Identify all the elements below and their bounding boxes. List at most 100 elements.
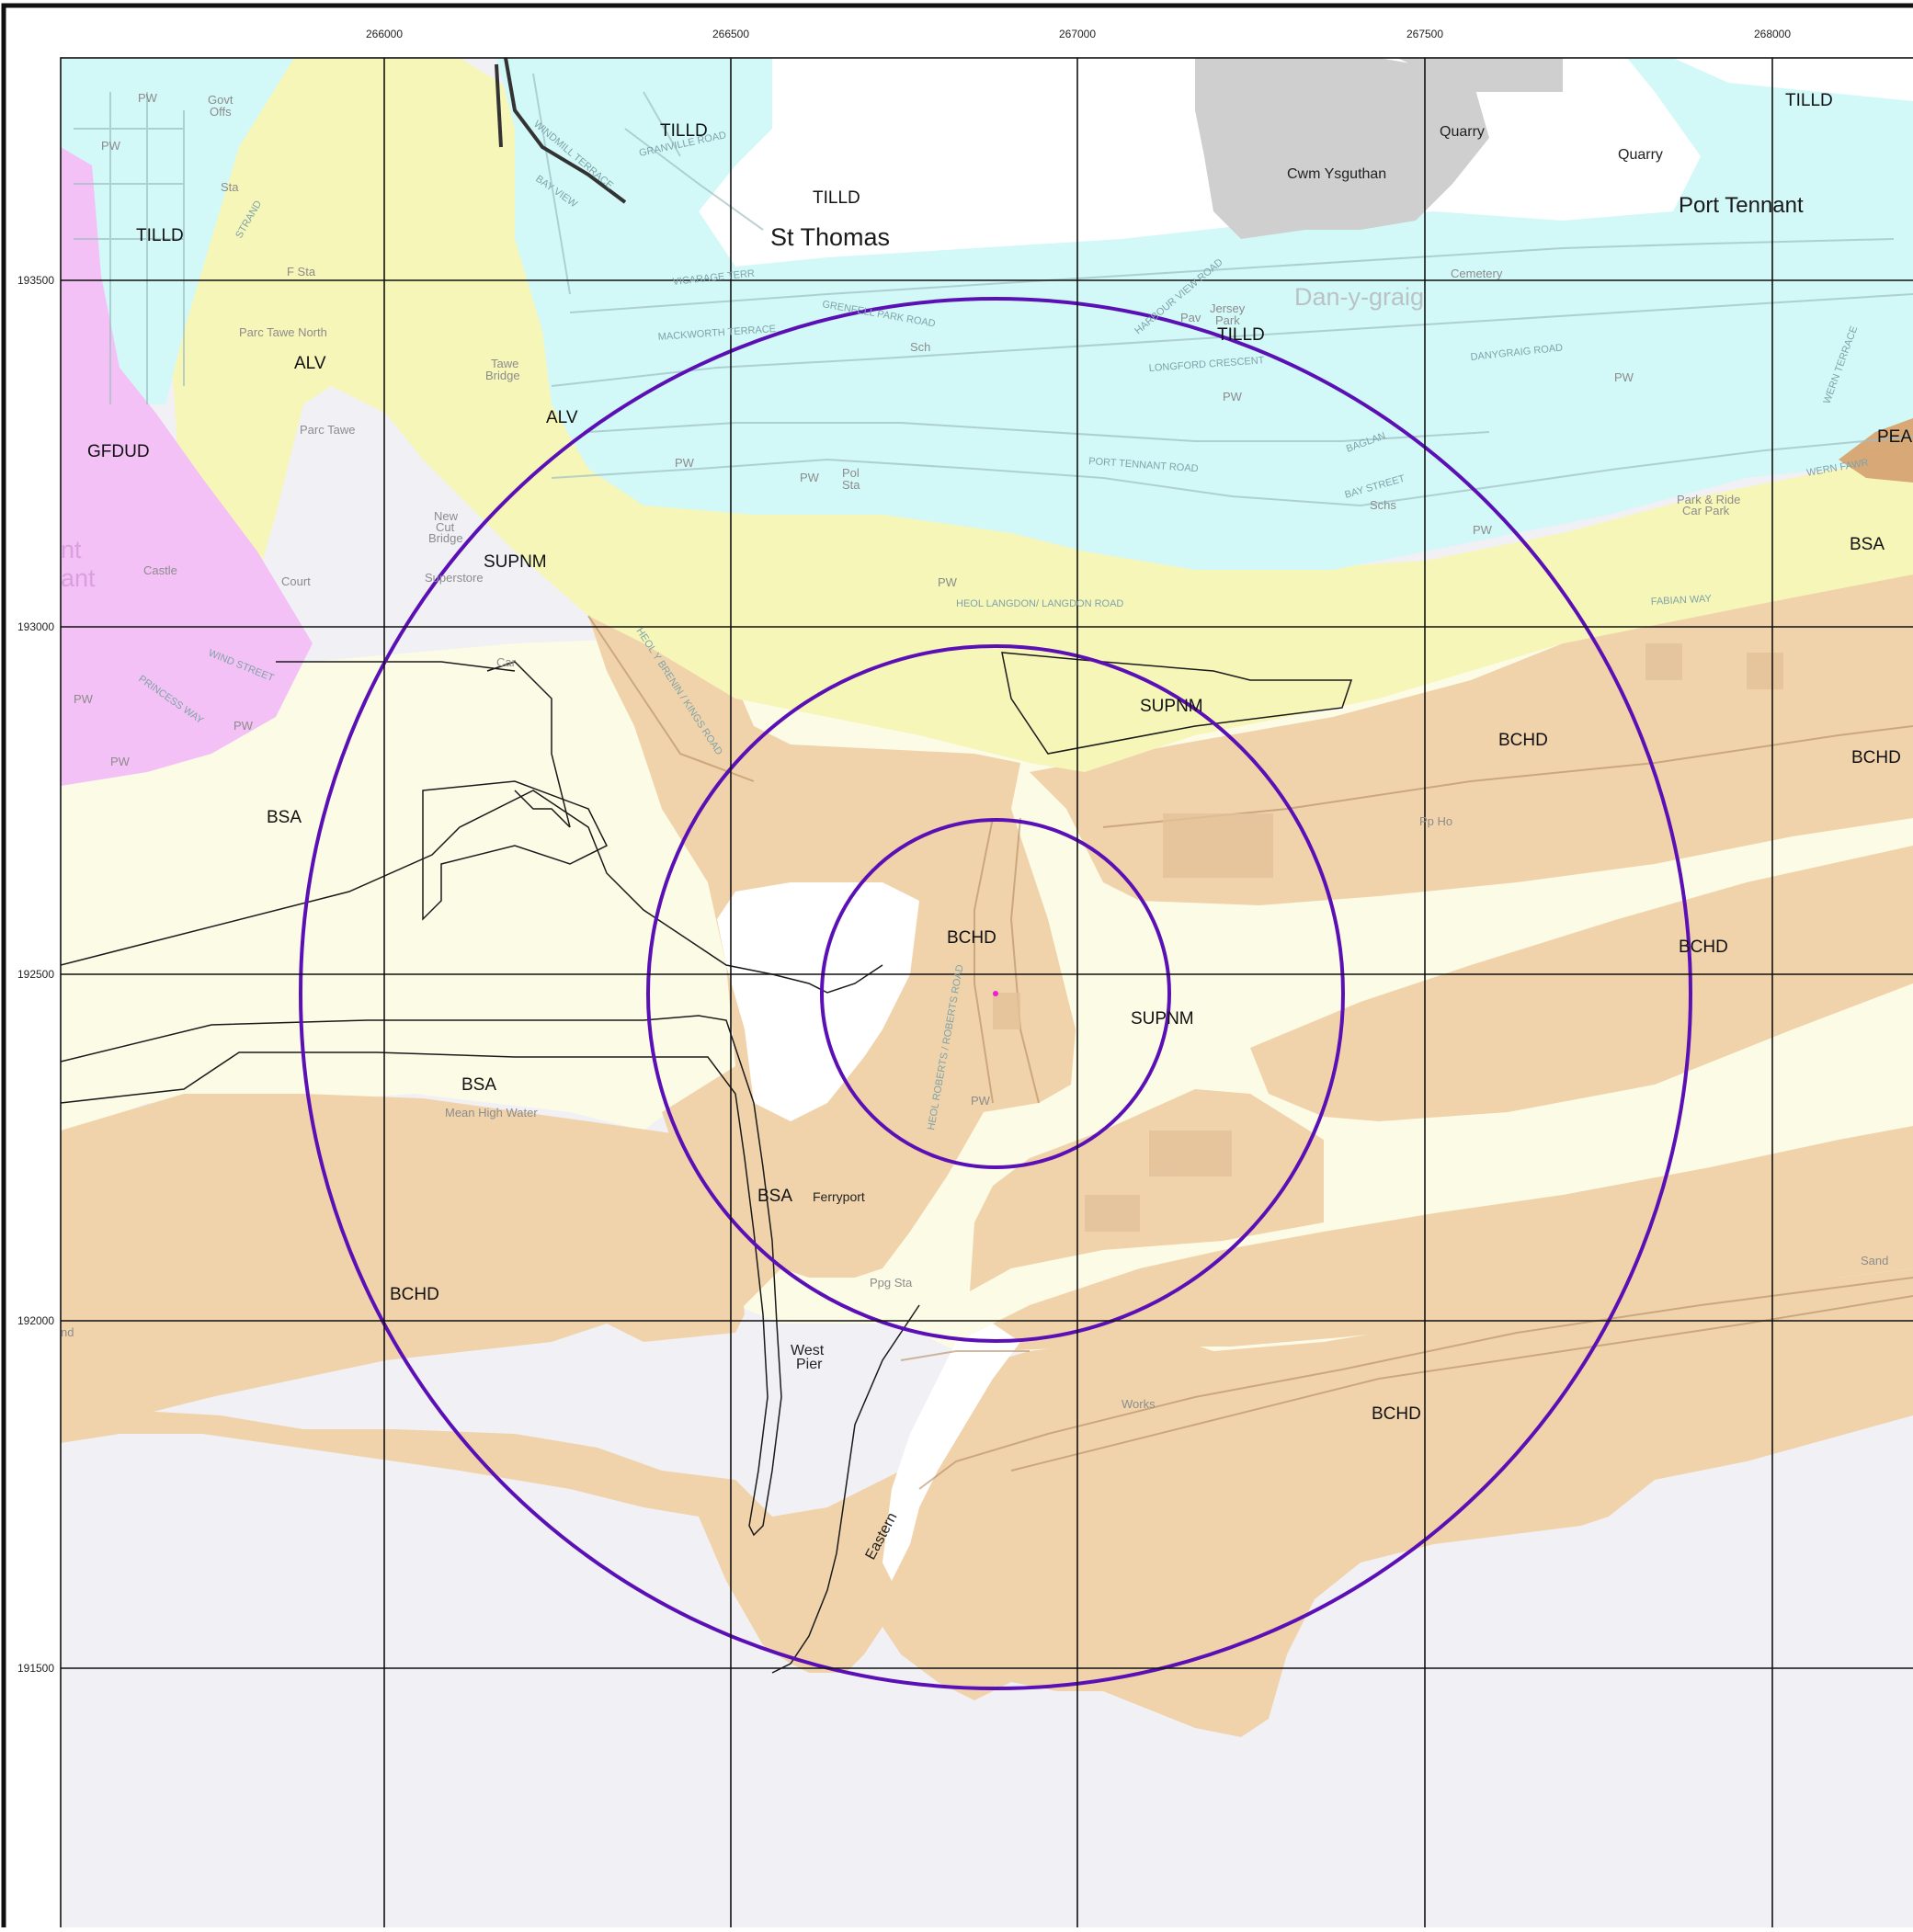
label-court: Court bbox=[281, 574, 311, 588]
geology-label-gfdud: GFDUD bbox=[87, 442, 150, 461]
label-pw: PW bbox=[233, 719, 254, 733]
place-names: St Thomas Port Tennant Cwm Ysguthan Quar… bbox=[61, 124, 1804, 1563]
geology-label-bsa: BSA bbox=[461, 1075, 496, 1095]
label-superstore: Superstore bbox=[425, 571, 484, 585]
place-st-thomas: St Thomas bbox=[770, 223, 890, 251]
geology-label-bchd: BCHD bbox=[1679, 938, 1728, 957]
label-pw: PW bbox=[110, 755, 131, 768]
buffer-ring-inner[interactable] bbox=[820, 818, 1171, 1169]
easting-tick: 267000 bbox=[1059, 28, 1096, 40]
label-pw: PW bbox=[800, 471, 820, 484]
label-tawe-bridge: Bridge bbox=[485, 369, 520, 382]
label-pw: PW bbox=[1614, 370, 1634, 384]
label-tawe-bridge: Tawe bbox=[491, 357, 518, 370]
label-sand: Sand bbox=[1861, 1254, 1888, 1267]
quarry-area-2 bbox=[1397, 58, 1563, 92]
label-new-cut-bridge: Bridge bbox=[428, 531, 463, 545]
bchd-south-tail bbox=[61, 1268, 1913, 1737]
label-pw: PW bbox=[101, 139, 121, 153]
geology-label-alv: ALV bbox=[294, 354, 326, 373]
geology-label-bchd: BCHD bbox=[947, 928, 996, 948]
place-west-pier: Pier bbox=[796, 1357, 823, 1372]
bchd-east-arm-2 bbox=[1250, 846, 1913, 1121]
dock-basin bbox=[717, 882, 919, 1121]
map-body bbox=[61, 58, 1913, 1927]
label-parc-tawe-north: Parc Tawe North bbox=[239, 325, 327, 339]
geology-label-tilld: TILLD bbox=[660, 121, 708, 141]
northing-tick: 193500 bbox=[17, 274, 54, 287]
place-quarry: Quarry bbox=[1618, 147, 1663, 163]
geology-label-tilld: TILLD bbox=[1785, 91, 1833, 110]
geology-label-tilld: TILLD bbox=[813, 188, 860, 208]
label-pw: PW bbox=[1223, 390, 1243, 403]
label-pw: PW bbox=[1473, 523, 1493, 537]
northing-tick: 191500 bbox=[17, 1662, 54, 1675]
label-sta: Sta bbox=[221, 180, 239, 194]
building-blocks bbox=[993, 643, 1783, 1232]
label-f-sta: F Sta bbox=[287, 265, 316, 278]
centre-point[interactable] bbox=[993, 991, 998, 996]
northing-tick: 193000 bbox=[17, 620, 54, 633]
bchd-dock-jetty bbox=[970, 1089, 1324, 1291]
geology-label-bsa: BSA bbox=[757, 1187, 792, 1206]
buffer-ring-outer[interactable] bbox=[299, 297, 1692, 1690]
geology-label-bsa: BSA bbox=[267, 808, 302, 827]
label-car: Car bbox=[496, 655, 517, 669]
label-govt-offs: Offs bbox=[210, 105, 232, 119]
label-ppg-sta: Ppg Sta bbox=[870, 1276, 913, 1290]
quarry-area bbox=[1195, 58, 1489, 239]
label-pw: PW bbox=[971, 1094, 991, 1108]
northing-tick: 192000 bbox=[17, 1314, 54, 1327]
label-pw: PW bbox=[675, 456, 695, 470]
street-langdon-road: HEOL LANGDON/ LANGDON ROAD bbox=[956, 598, 1123, 609]
geology-label-tilld: TILLD bbox=[1217, 325, 1265, 345]
geology-label-bchd: BCHD bbox=[390, 1285, 439, 1304]
label-edge-nt: nt bbox=[61, 536, 82, 563]
label-pol-sta: Pol bbox=[842, 466, 860, 480]
area-name-dan-y-graig: Dan-y-graig bbox=[1294, 283, 1424, 311]
label-new-cut-bridge: Cut bbox=[436, 520, 455, 534]
unshaded-east bbox=[1673, 58, 1913, 101]
label-edge-ant: ant bbox=[61, 564, 96, 592]
place-ferryport: Ferryport bbox=[813, 1189, 865, 1204]
tilld-west bbox=[61, 58, 294, 414]
alv-area bbox=[165, 58, 1913, 772]
geology-label-bchd: BCHD bbox=[1372, 1404, 1421, 1424]
dock-road-lines bbox=[587, 615, 1913, 1490]
label-jersey-park: Jersey bbox=[1210, 301, 1246, 315]
label-schs: Schs bbox=[1370, 498, 1396, 512]
label-sch: Sch bbox=[910, 340, 930, 354]
label-jersey-park: Park bbox=[1215, 313, 1240, 327]
label-pw: PW bbox=[938, 575, 958, 589]
geology-label-supnm: SUPNM bbox=[1140, 697, 1203, 716]
label-park-ride: Park & Ride bbox=[1677, 493, 1740, 506]
easting-ticks: 266000 266500 267000 267500 268000 bbox=[366, 28, 1791, 40]
northing-ticks: 193500 193000 192500 192000 191500 bbox=[17, 274, 54, 1675]
geology-label-pea: PEA bbox=[1877, 427, 1912, 447]
label-pp-ho: Pp Ho bbox=[1419, 814, 1452, 828]
easting-tick: 266000 bbox=[366, 28, 403, 40]
pea-area bbox=[1839, 418, 1913, 483]
buffer-ring-middle[interactable] bbox=[646, 644, 1345, 1343]
place-cwm-ysguthan: Cwm Ysguthan bbox=[1287, 166, 1386, 182]
label-castle: Castle bbox=[143, 563, 177, 577]
easting-tick: 266500 bbox=[712, 28, 749, 40]
geology-label-alv: ALV bbox=[546, 408, 578, 427]
street-fabian-way: FABIAN WAY bbox=[1651, 594, 1713, 608]
label-park-ride: Car Park bbox=[1682, 504, 1730, 517]
label-mean-high-water: Mean High Water bbox=[445, 1106, 538, 1119]
label-pol-sta: Sta bbox=[842, 478, 860, 492]
geology-label-bsa: BSA bbox=[1850, 535, 1885, 554]
place-port-tennant: Port Tennant bbox=[1679, 193, 1804, 218]
northing-tick: 192500 bbox=[17, 968, 54, 981]
place-quarry: Quarry bbox=[1440, 124, 1485, 140]
grid-lines bbox=[60, 57, 1913, 1932]
easting-tick: 268000 bbox=[1754, 28, 1791, 40]
place-west-pier: West bbox=[791, 1343, 825, 1358]
label-govt-offs: Govt bbox=[208, 93, 233, 107]
geology-labels: TILLD TILLD TILLD TILLD TILLD ALV ALV GF… bbox=[87, 91, 1912, 1424]
easting-tick: 267500 bbox=[1406, 28, 1443, 40]
label-cemetery: Cemetery bbox=[1451, 267, 1503, 280]
